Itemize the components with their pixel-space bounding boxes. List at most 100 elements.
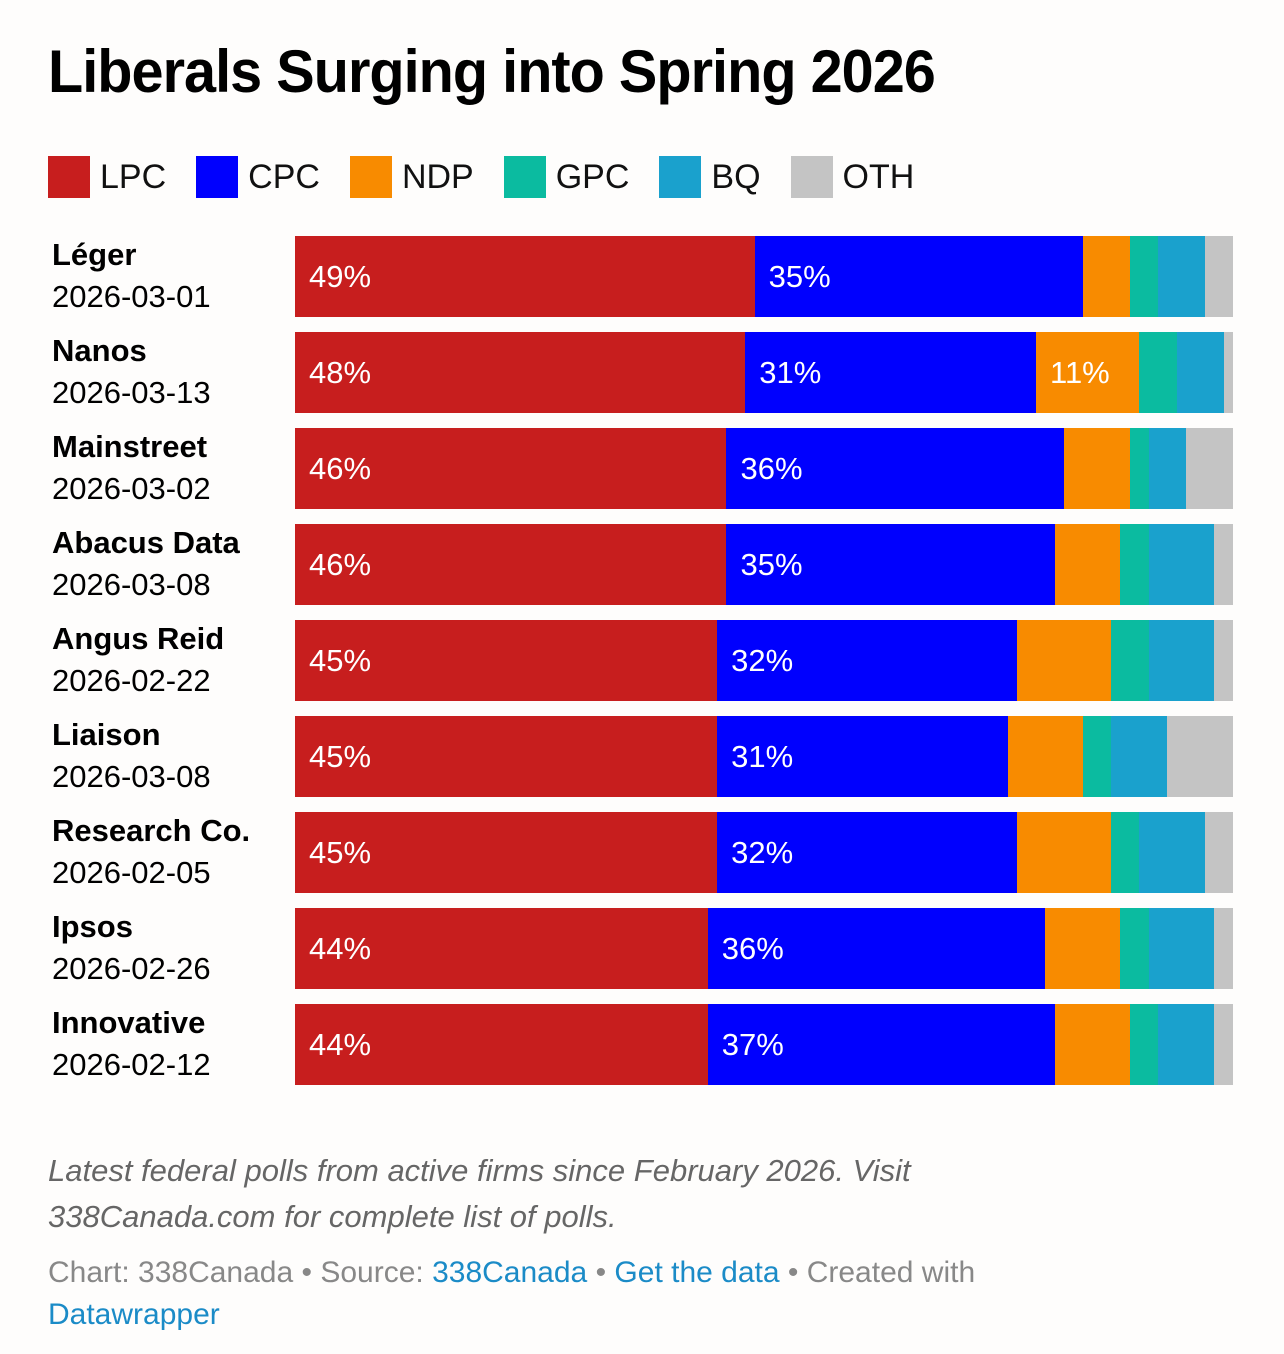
stacked-bar: 46% 36%: [295, 428, 1233, 509]
poll-date: 2026-03-13: [52, 375, 211, 410]
bar-segment-lpc: 46%: [295, 524, 727, 605]
data-label: 45%: [309, 643, 372, 678]
poll-date: 2026-02-22: [52, 663, 211, 698]
bar-segment-gpc: [1082, 716, 1112, 797]
get-data-link[interactable]: Get the data: [614, 1256, 780, 1289]
legend-item-lpc: LPC: [48, 156, 166, 198]
bar-segment-lpc: 45%: [295, 620, 718, 701]
pollster-name: Léger: [52, 237, 137, 272]
data-label: 32%: [731, 643, 794, 678]
bar-segment-bq: [1139, 812, 1205, 893]
stacked-bar: 45% 31%: [295, 716, 1233, 797]
bar-segment-ndp: [1054, 1004, 1130, 1085]
bar-segment-lpc: 48%: [295, 332, 746, 413]
bar-segment-gpc: [1111, 812, 1140, 893]
row-label: Liaison 2026-03-08: [52, 714, 211, 798]
bar-segment-cpc: 36%: [707, 908, 1046, 989]
poll-date: 2026-03-08: [52, 759, 211, 794]
footer-chart-credit: Chart: 338Canada • Source:: [48, 1256, 433, 1289]
data-label: 36%: [721, 931, 784, 966]
data-label: 44%: [309, 1027, 372, 1062]
bar-segment-cpc: 31%: [745, 332, 1036, 413]
bar-segment-oth: [1167, 716, 1233, 797]
bar-segment-bq: [1148, 620, 1215, 701]
legend-swatch: [659, 156, 702, 198]
bar-segment-lpc: 46%: [295, 428, 727, 509]
footer-separator: •: [587, 1256, 615, 1289]
bar-segment-ndp: [1007, 716, 1083, 797]
chart-footer: Chart: 338Canada • Source: 338Canada • G…: [48, 1252, 1048, 1336]
bar-segment-cpc: 36%: [726, 428, 1065, 509]
bar-row: Innovative 2026-02-12 44% 37%: [0, 1004, 1284, 1086]
bar-segment-lpc: 49%: [295, 236, 755, 317]
data-label: 35%: [768, 259, 831, 294]
bar-row: Liaison 2026-03-08 45% 31%: [0, 716, 1284, 798]
pollster-name: Innovative: [52, 1005, 206, 1040]
bar-segment-cpc: 32%: [717, 620, 1018, 701]
bar-segment-gpc: [1129, 236, 1158, 317]
bar-segment-ndp: 11%: [1036, 332, 1140, 413]
chart-title: Liberals Surging into Spring 2026: [48, 38, 936, 105]
bar-segment-oth: [1204, 812, 1233, 893]
data-label: 11%: [1050, 355, 1110, 390]
legend-swatch: [503, 156, 546, 198]
bar-segment-bq: [1157, 1004, 1215, 1085]
bar-segment-bq: [1157, 236, 1205, 317]
pollster-name: Liaison: [52, 717, 161, 752]
legend-swatch: [790, 156, 833, 198]
pollster-name: Mainstreet: [52, 429, 208, 464]
row-label: Innovative 2026-02-12: [52, 1002, 211, 1086]
source-link[interactable]: 338Canada: [432, 1256, 588, 1289]
bar-row: Abacus Data 2026-03-08 46% 35%: [0, 524, 1284, 606]
bar-segment-oth: [1214, 908, 1233, 989]
legend-item-ndp: NDP: [349, 156, 474, 198]
poll-date: 2026-02-12: [52, 1047, 211, 1082]
poll-date: 2026-02-05: [52, 855, 211, 890]
legend-label: CPC: [248, 157, 320, 196]
data-label: 37%: [721, 1027, 784, 1062]
bar-segment-lpc: 44%: [295, 908, 708, 989]
poll-date: 2026-03-08: [52, 567, 211, 602]
chart-notes: Latest federal polls from active firms s…: [48, 1153, 911, 1234]
datawrapper-link[interactable]: Datawrapper: [48, 1298, 220, 1331]
data-label: 48%: [309, 355, 372, 390]
bar-segment-ndp: [1017, 620, 1112, 701]
bar-segment-lpc: 45%: [295, 716, 718, 797]
data-label: 35%: [740, 547, 803, 582]
bar-segment-bq: [1148, 908, 1215, 989]
bar-segment-cpc: 35%: [726, 524, 1055, 605]
bar-segment-oth: [1214, 620, 1233, 701]
stacked-bar: 49% 35%: [295, 236, 1233, 317]
legend-label: GPC: [555, 157, 630, 196]
stacked-bar: 44% 37%: [295, 1004, 1233, 1085]
row-label: Mainstreet 2026-03-02: [52, 426, 211, 510]
legend-label: OTH: [842, 157, 915, 196]
data-label: 45%: [309, 739, 372, 774]
data-label: 32%: [731, 835, 794, 870]
bar-segment-ndp: [1045, 908, 1121, 989]
data-label: 36%: [740, 451, 803, 486]
bar-segment-ndp: [1017, 812, 1112, 893]
bar-row: Nanos 2026-03-13 48% 31% 11%: [0, 332, 1284, 414]
pollster-name: Nanos: [52, 333, 147, 368]
poll-date: 2026-02-26: [52, 951, 211, 986]
bar-segment-lpc: 45%: [295, 812, 718, 893]
bar-segment-oth: [1204, 236, 1233, 317]
legend-label: LPC: [100, 157, 167, 196]
bar-segment-cpc: 32%: [717, 812, 1018, 893]
bar-segment-bq: [1148, 524, 1215, 605]
legend-item-cpc: CPC: [196, 156, 320, 198]
bar-segment-oth: [1186, 428, 1233, 509]
stacked-bar: 45% 32%: [295, 620, 1233, 701]
bar-segment-ndp: [1064, 428, 1130, 509]
bar-segment-oth: [1214, 1004, 1233, 1085]
stacked-bar: 44% 36%: [295, 908, 1233, 989]
data-label: 46%: [309, 451, 372, 486]
bar-segment-oth: [1223, 332, 1233, 413]
pollster-name: Research Co.: [52, 813, 251, 848]
bar-segment-gpc: [1129, 428, 1149, 509]
pollster-name: Ipsos: [52, 909, 133, 944]
footer-created-with: • Created with: [779, 1256, 976, 1289]
row-label: Ipsos 2026-02-26: [52, 906, 211, 990]
bar-segment-gpc: [1120, 908, 1149, 989]
